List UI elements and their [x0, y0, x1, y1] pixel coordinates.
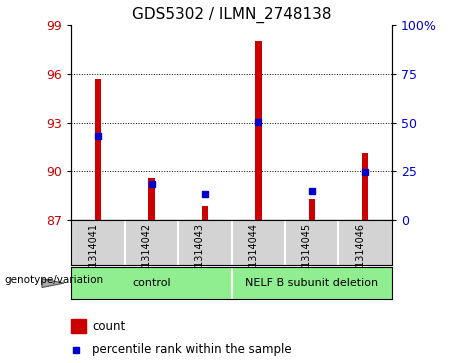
Text: GSM1314042: GSM1314042: [142, 223, 152, 288]
Bar: [308, 199, 315, 220]
Bar: [71, 319, 86, 333]
Polygon shape: [42, 279, 64, 287]
Text: GSM1314045: GSM1314045: [302, 223, 312, 288]
Bar: [255, 41, 261, 220]
Bar: [148, 178, 155, 220]
Text: NELF B subunit deletion: NELF B subunit deletion: [245, 278, 378, 288]
Text: GSM1314044: GSM1314044: [248, 223, 258, 288]
Text: count: count: [92, 320, 125, 333]
Bar: [202, 206, 208, 220]
Text: GSM1314043: GSM1314043: [195, 223, 205, 288]
Text: percentile rank within the sample: percentile rank within the sample: [92, 343, 292, 356]
Bar: [95, 79, 101, 220]
Text: control: control: [132, 278, 171, 288]
Title: GDS5302 / ILMN_2748138: GDS5302 / ILMN_2748138: [132, 7, 331, 23]
Text: GSM1314041: GSM1314041: [88, 223, 98, 288]
Bar: [362, 153, 368, 220]
Text: genotype/variation: genotype/variation: [5, 274, 104, 285]
Text: GSM1314046: GSM1314046: [355, 223, 365, 288]
